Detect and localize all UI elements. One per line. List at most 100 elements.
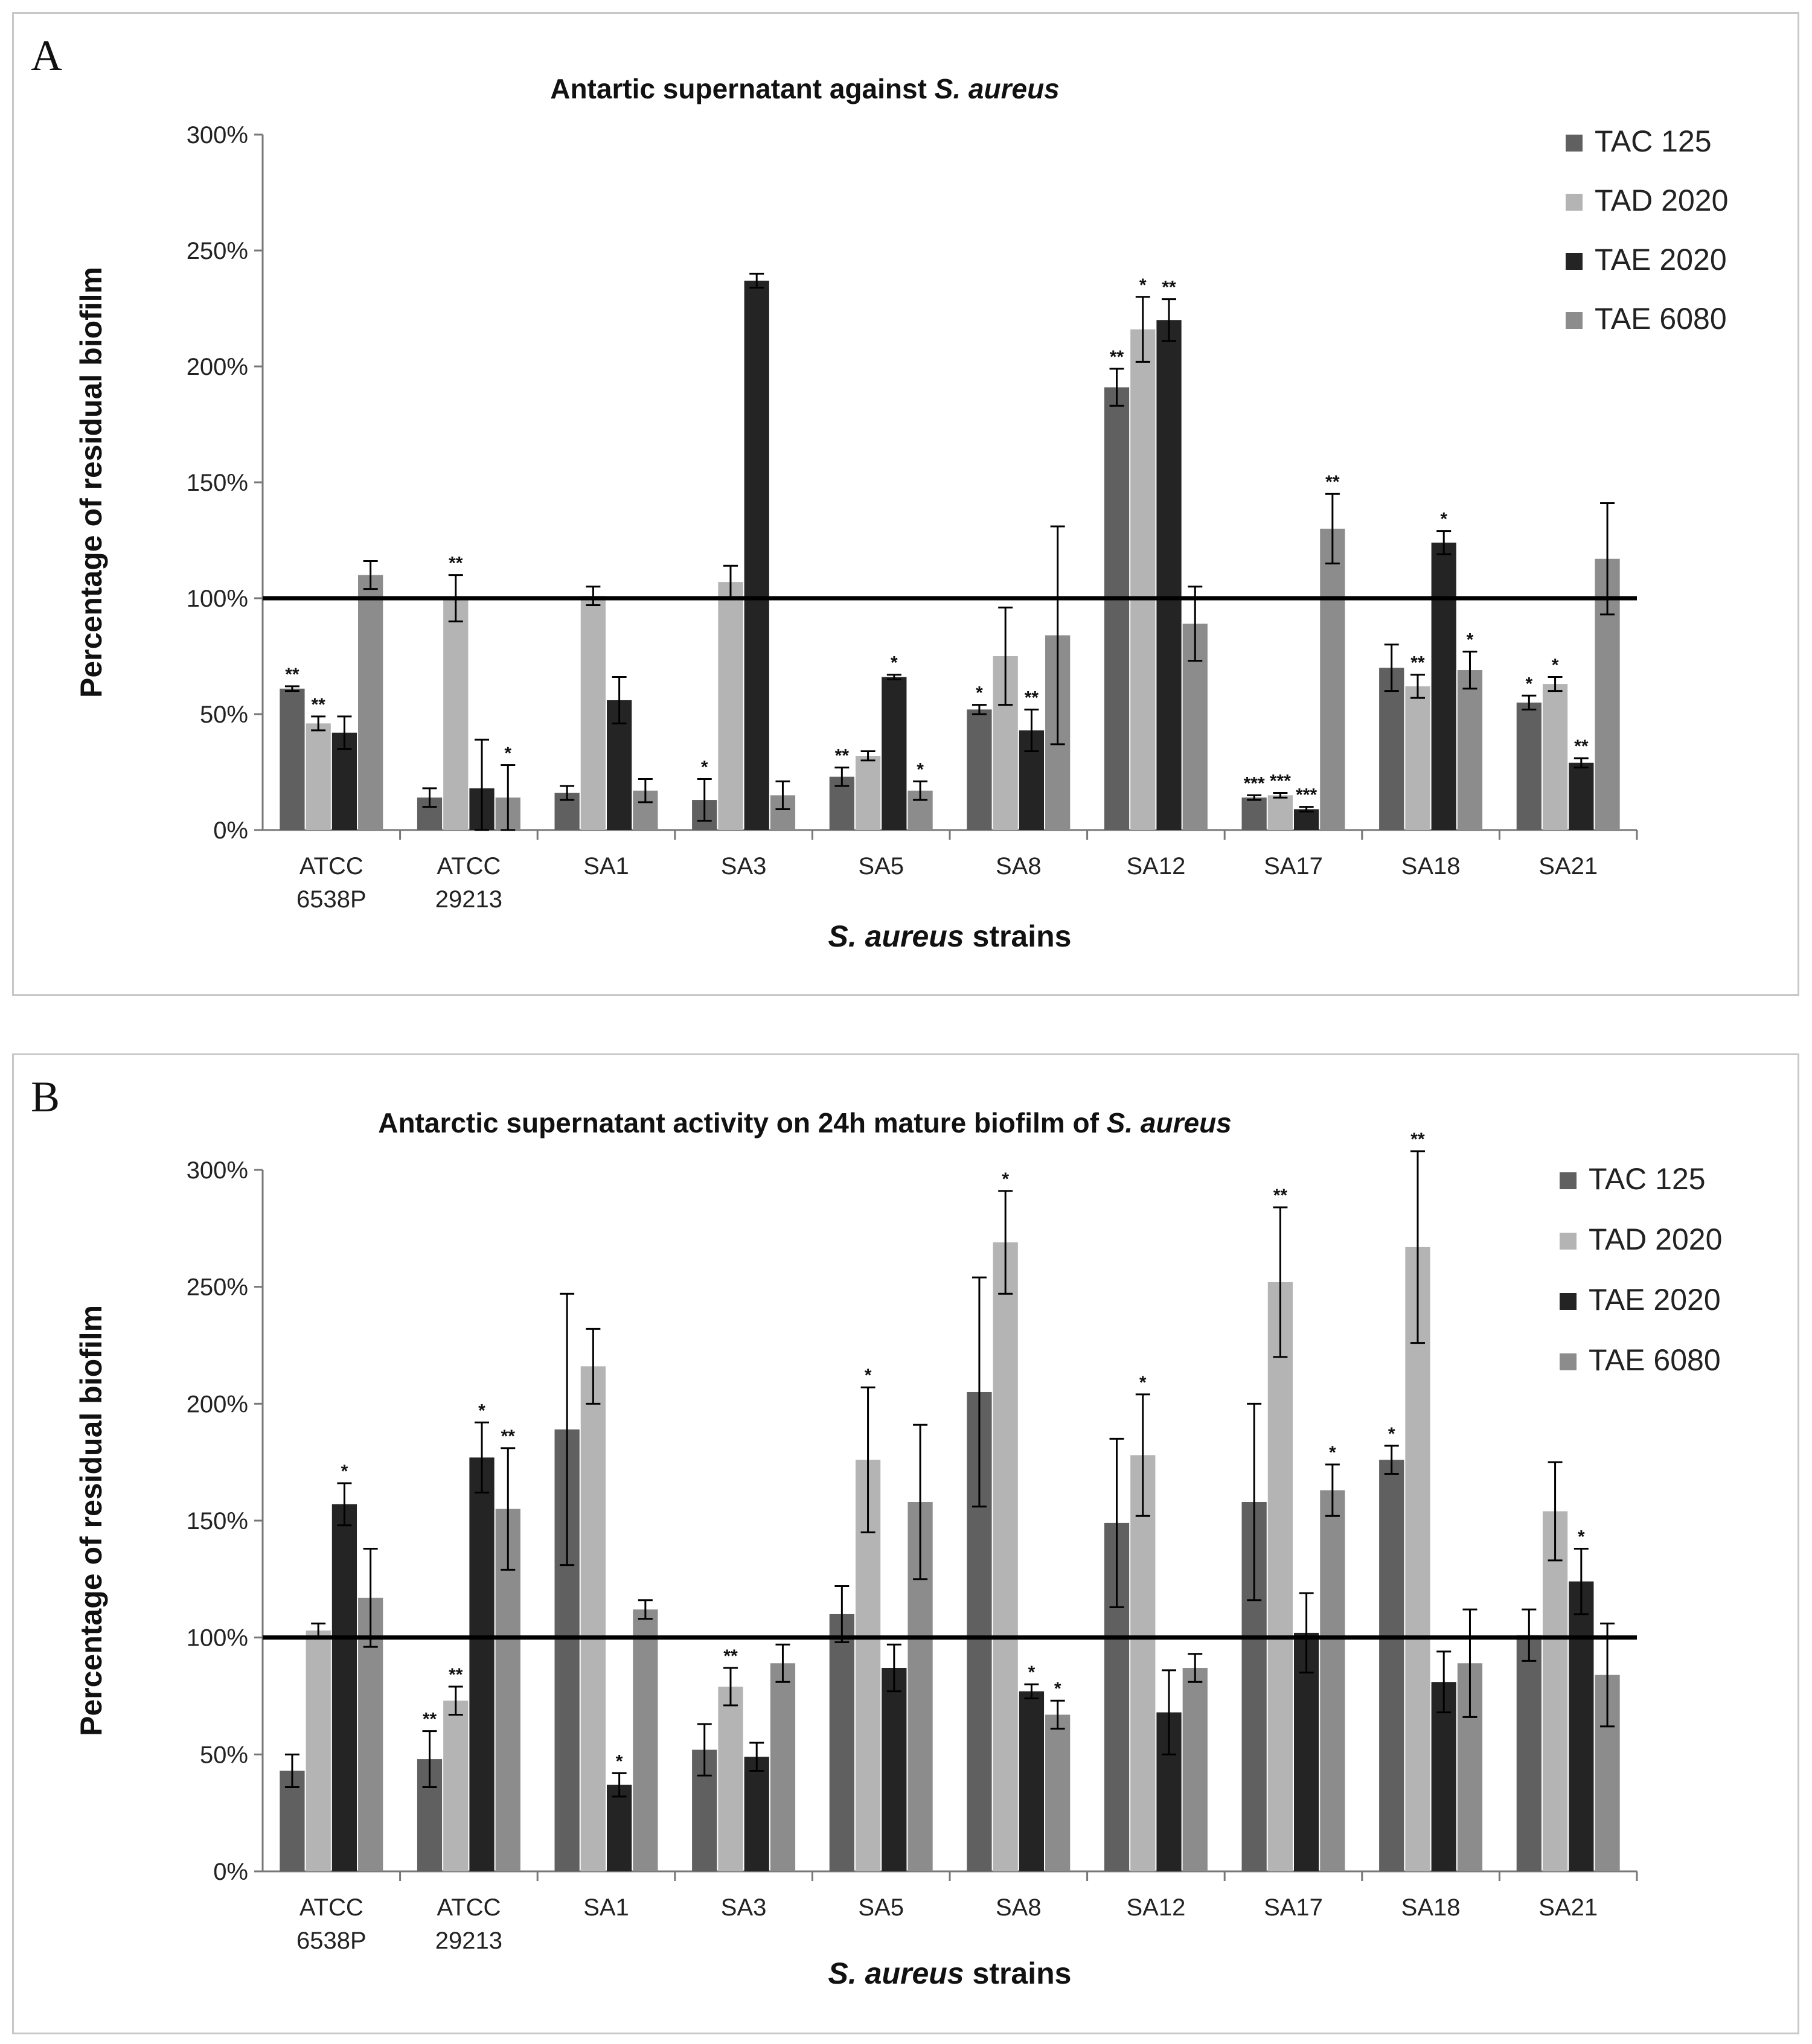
chart-b-xlabel-species: S. aureus [828, 1956, 964, 1990]
chart-a-significance: ** [311, 695, 325, 715]
chart-a-title-species: S. aureus [935, 73, 1060, 104]
chart-a-bar [1130, 329, 1156, 830]
chart-b-category-label: SA1 [583, 1894, 629, 1921]
chart-b-ytick-label: 100% [187, 1625, 248, 1652]
panel-a-label: A [31, 31, 62, 80]
chart-a-bar [1320, 528, 1345, 830]
chart-b-significance: * [865, 1365, 872, 1385]
chart-b-significance: * [478, 1400, 485, 1420]
chart-a-ytick-label: 150% [187, 470, 248, 496]
chart-a-significance: * [504, 743, 511, 763]
chart-b-significance: * [616, 1751, 623, 1771]
chart-b-legend-swatch [1560, 1293, 1577, 1310]
chart-b-category-label: SA5 [858, 1894, 904, 1921]
panel-a: A Antartic supernatant against S. aureus… [12, 12, 1799, 996]
chart-a-significance: * [917, 759, 924, 779]
chart-a-legend-label: TAC 125 [1595, 124, 1712, 158]
chart-b-significance: ** [501, 1426, 516, 1446]
chart-a-bar [1542, 684, 1568, 830]
chart-a-significance: * [891, 653, 898, 673]
chart-a-significance: * [1139, 275, 1147, 295]
chart-b-ytick-label: 300% [187, 1157, 248, 1184]
chart-a-bar [1405, 686, 1430, 830]
chart-b-bar [882, 1668, 907, 1871]
chart-b-bar [331, 1504, 357, 1871]
chart-b-bar [1431, 1682, 1456, 1871]
chart-b-category-label: ATCC [299, 1894, 363, 1921]
chart-b-bar [443, 1701, 469, 1871]
chart-b-significance: * [1002, 1169, 1009, 1189]
chart-b-legend-label: TAE 2020 [1589, 1283, 1721, 1317]
chart-b-bar [718, 1687, 743, 1871]
chart-b-xlabel: S. aureus strains [828, 1956, 1072, 1990]
chart-b-xlabel-rest: strains [964, 1956, 1072, 1990]
chart-b-bar [469, 1457, 495, 1871]
chart-a-bar [1294, 809, 1319, 830]
chart-a-significance: *** [1270, 771, 1291, 791]
chart-b-bar [1182, 1668, 1208, 1871]
chart-b-bar [1045, 1714, 1071, 1871]
chart-b-category-label: SA3 [721, 1894, 767, 1921]
chart-b-significance: ** [423, 1710, 437, 1729]
chart-b-significance: ** [449, 1665, 463, 1685]
chart-a-bar [280, 688, 305, 830]
chart-b-bar [1569, 1581, 1594, 1871]
chart-a-title-main: Antartic supernatant against [550, 73, 934, 104]
chart-b-significance: ** [1410, 1129, 1425, 1149]
chart-b-bar [744, 1757, 769, 1871]
chart-b-bar [306, 1630, 331, 1871]
chart-b-legend-swatch [1560, 1353, 1577, 1370]
chart-b-category-label: 29213 [435, 1927, 502, 1954]
chart-a-bar [443, 598, 469, 830]
chart-a-xlabel-rest: strains [964, 919, 1072, 953]
chart-b-category-label: ATCC [437, 1894, 501, 1921]
chart-b-legend-swatch [1560, 1172, 1577, 1189]
chart-a-category-label: ATCC [299, 853, 363, 880]
chart-a-significance: ** [835, 746, 850, 765]
chart-a-significance: * [1440, 509, 1447, 529]
chart-a-legend-swatch [1566, 312, 1583, 329]
chart-a-significance: * [1525, 674, 1532, 694]
chart-b-bar [770, 1663, 796, 1871]
chart-b-legend-label: TAD 2020 [1589, 1222, 1722, 1256]
chart-a-bar [855, 756, 881, 830]
chart-b-bar [607, 1784, 632, 1871]
chart-a-bar [882, 677, 907, 830]
chart-a-category-label: 6538P [296, 886, 367, 913]
chart-b-bar [1405, 1247, 1430, 1871]
chart-a-bar [1457, 670, 1483, 830]
chart-a-significance: * [1467, 630, 1474, 650]
chart-a-significance: ** [285, 665, 299, 685]
chart-b-category-label: SA17 [1264, 1894, 1323, 1921]
chart-a-category-label: SA5 [858, 853, 904, 880]
chart-a-category-label: SA8 [996, 853, 1042, 880]
chart-b-bar [1320, 1490, 1345, 1871]
chart-b-ytick-label: 50% [200, 1742, 248, 1768]
chart-b-title-main: Antarctic supernatant activity on 24h ma… [378, 1107, 1106, 1139]
chart-a-significance: ** [1110, 347, 1124, 367]
chart-a-ytick-label: 250% [187, 238, 248, 264]
chart-a-category-label: SA17 [1264, 853, 1323, 880]
chart-a-significance: ** [1410, 653, 1425, 673]
chart-b-bar [993, 1242, 1018, 1871]
chart-a-bar [1379, 668, 1404, 830]
chart-b-ytick-label: 0% [213, 1859, 248, 1885]
chart-b-category-label: SA21 [1538, 1894, 1598, 1921]
chart-a-bar [1431, 542, 1456, 830]
chart-b-title: Antarctic supernatant activity on 24h ma… [378, 1107, 1232, 1139]
chart-a-bar [1569, 762, 1594, 830]
chart-b-ytick-label: 250% [187, 1274, 248, 1301]
chart-a-significance: ** [1574, 736, 1589, 756]
chart-a-significance: ** [1025, 688, 1039, 707]
chart-b-ytick-label: 200% [187, 1391, 248, 1417]
chart-a-ytick-label: 100% [187, 586, 248, 612]
chart-a-category-label: 29213 [435, 886, 502, 913]
chart-b-category-label: SA18 [1401, 1894, 1461, 1921]
chart-a-significance: *** [1244, 773, 1265, 793]
chart-b-significance: * [1329, 1443, 1336, 1463]
chart-a-category-label: SA1 [583, 853, 629, 880]
chart-a-xlabel: S. aureus strains [828, 919, 1072, 953]
chart-a-significance: * [1552, 656, 1559, 675]
chart-a-significance: ** [1162, 278, 1176, 298]
chart-a-category-label: SA21 [1538, 853, 1598, 880]
